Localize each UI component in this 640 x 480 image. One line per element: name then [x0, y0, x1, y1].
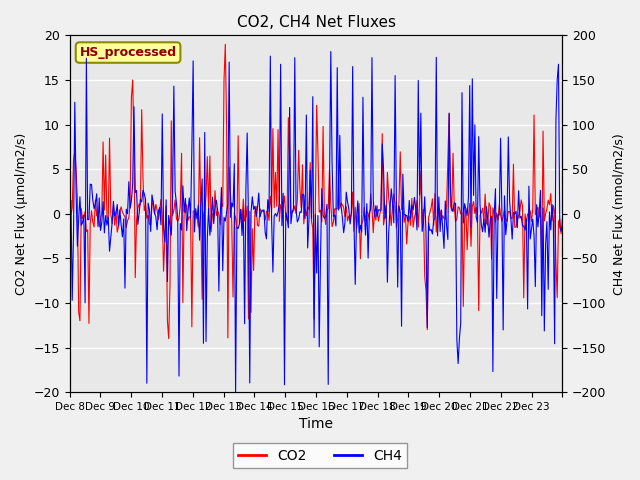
- Title: CO2, CH4 Net Fluxes: CO2, CH4 Net Fluxes: [237, 15, 396, 30]
- Y-axis label: CO2 Net Flux (μmol/m2/s): CO2 Net Flux (μmol/m2/s): [15, 132, 28, 295]
- Text: HS_processed: HS_processed: [79, 46, 177, 59]
- Y-axis label: CH4 Net Flux (nmol/m2/s): CH4 Net Flux (nmol/m2/s): [612, 133, 625, 295]
- X-axis label: Time: Time: [299, 418, 333, 432]
- Legend: CO2, CH4: CO2, CH4: [232, 443, 408, 468]
